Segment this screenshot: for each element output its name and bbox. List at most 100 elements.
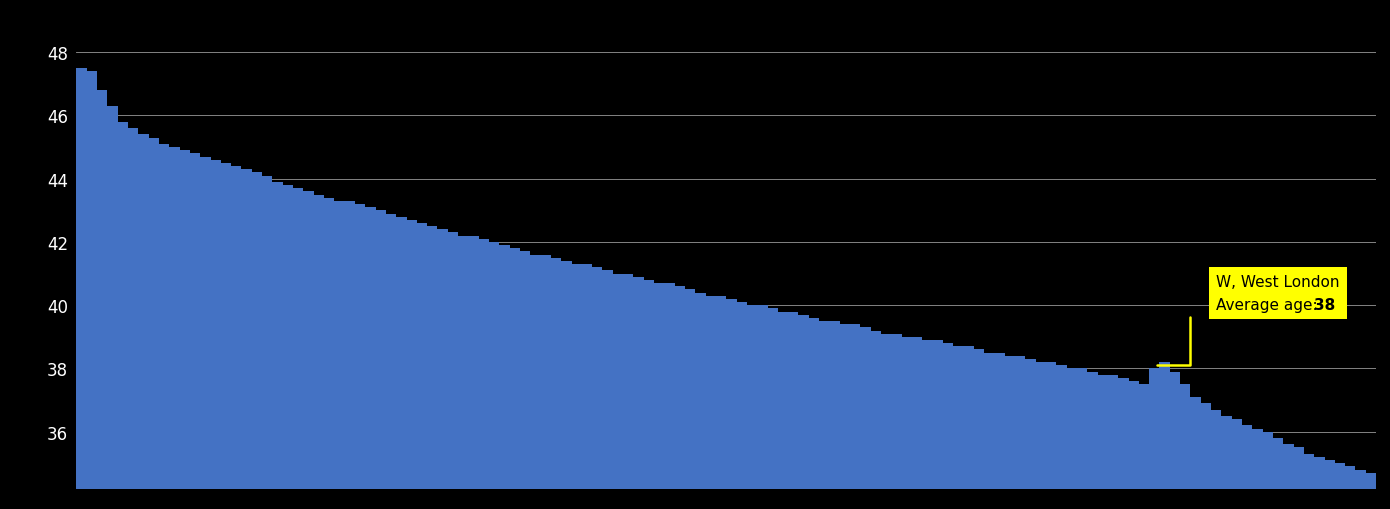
Bar [562, 262, 571, 509]
Bar [613, 274, 623, 509]
Bar [1232, 419, 1243, 509]
Bar [107, 107, 118, 509]
Bar [830, 321, 840, 509]
Bar [1077, 369, 1087, 509]
Bar [1098, 375, 1108, 509]
Bar [912, 337, 922, 509]
Bar [303, 192, 314, 509]
Bar [1334, 463, 1346, 509]
Bar [778, 312, 788, 509]
Bar [1294, 447, 1304, 509]
Bar [541, 255, 550, 509]
Bar [881, 334, 891, 509]
Bar [406, 220, 417, 509]
Bar [716, 296, 726, 509]
Bar [118, 123, 128, 509]
Bar [550, 258, 562, 509]
Bar [851, 325, 860, 509]
Bar [1015, 356, 1026, 509]
Bar [767, 309, 778, 509]
Bar [1211, 410, 1222, 509]
Bar [1201, 404, 1211, 509]
Bar [1129, 381, 1138, 509]
Bar [242, 170, 252, 509]
Bar [942, 344, 954, 509]
Bar [1190, 397, 1201, 509]
Bar [809, 318, 819, 509]
Bar [1222, 416, 1232, 509]
Bar [602, 271, 613, 509]
Bar [210, 160, 221, 509]
Bar [139, 135, 149, 509]
Bar [634, 277, 644, 509]
Bar [468, 236, 478, 509]
Bar [354, 205, 366, 509]
Bar [1066, 369, 1077, 509]
Bar [459, 236, 468, 509]
Bar [1170, 372, 1180, 509]
Bar [366, 208, 375, 509]
Bar [158, 145, 170, 509]
Bar [1243, 426, 1252, 509]
Bar [1346, 467, 1355, 509]
Bar [582, 265, 592, 509]
Bar [438, 230, 448, 509]
Bar [1005, 356, 1015, 509]
Bar [840, 325, 851, 509]
Bar [1283, 444, 1294, 509]
Bar [1262, 432, 1273, 509]
Bar [902, 337, 912, 509]
Bar [282, 186, 293, 509]
Bar [1036, 362, 1047, 509]
Bar [695, 293, 706, 509]
Bar [1026, 359, 1036, 509]
Bar [746, 305, 758, 509]
Bar [417, 223, 427, 509]
Bar [97, 91, 107, 509]
Bar [674, 287, 685, 509]
Bar [1366, 473, 1376, 509]
Bar [149, 138, 158, 509]
Bar [1314, 457, 1325, 509]
Bar [1159, 362, 1170, 509]
Bar [726, 299, 737, 509]
Text: W, West London
Average age:: W, West London Average age: [1216, 275, 1340, 312]
Bar [314, 195, 324, 509]
Bar [623, 274, 634, 509]
Bar [592, 268, 602, 509]
Bar [1150, 369, 1159, 509]
Bar [1118, 378, 1129, 509]
Bar [994, 353, 1005, 509]
Bar [427, 227, 438, 509]
Bar [1180, 384, 1190, 509]
Bar [86, 72, 97, 509]
Bar [263, 176, 272, 509]
Bar [788, 312, 798, 509]
Bar [335, 202, 345, 509]
Bar [324, 199, 335, 509]
Bar [179, 151, 190, 509]
Bar [758, 305, 767, 509]
Bar [664, 284, 674, 509]
Bar [860, 328, 870, 509]
Bar [252, 173, 263, 509]
Bar [1304, 454, 1314, 509]
Bar [954, 347, 963, 509]
Bar [963, 347, 974, 509]
Bar [706, 296, 716, 509]
Bar [922, 341, 933, 509]
Bar [1087, 372, 1098, 509]
Bar [798, 315, 809, 509]
Bar [293, 189, 303, 509]
Bar [984, 353, 994, 509]
Bar [655, 284, 664, 509]
Bar [1108, 375, 1118, 509]
Bar [1138, 384, 1150, 509]
Bar [737, 302, 746, 509]
Bar [448, 233, 459, 509]
Bar [1056, 365, 1066, 509]
Bar [1047, 362, 1056, 509]
Bar [819, 321, 830, 509]
Bar [520, 252, 531, 509]
Bar [1252, 429, 1262, 509]
